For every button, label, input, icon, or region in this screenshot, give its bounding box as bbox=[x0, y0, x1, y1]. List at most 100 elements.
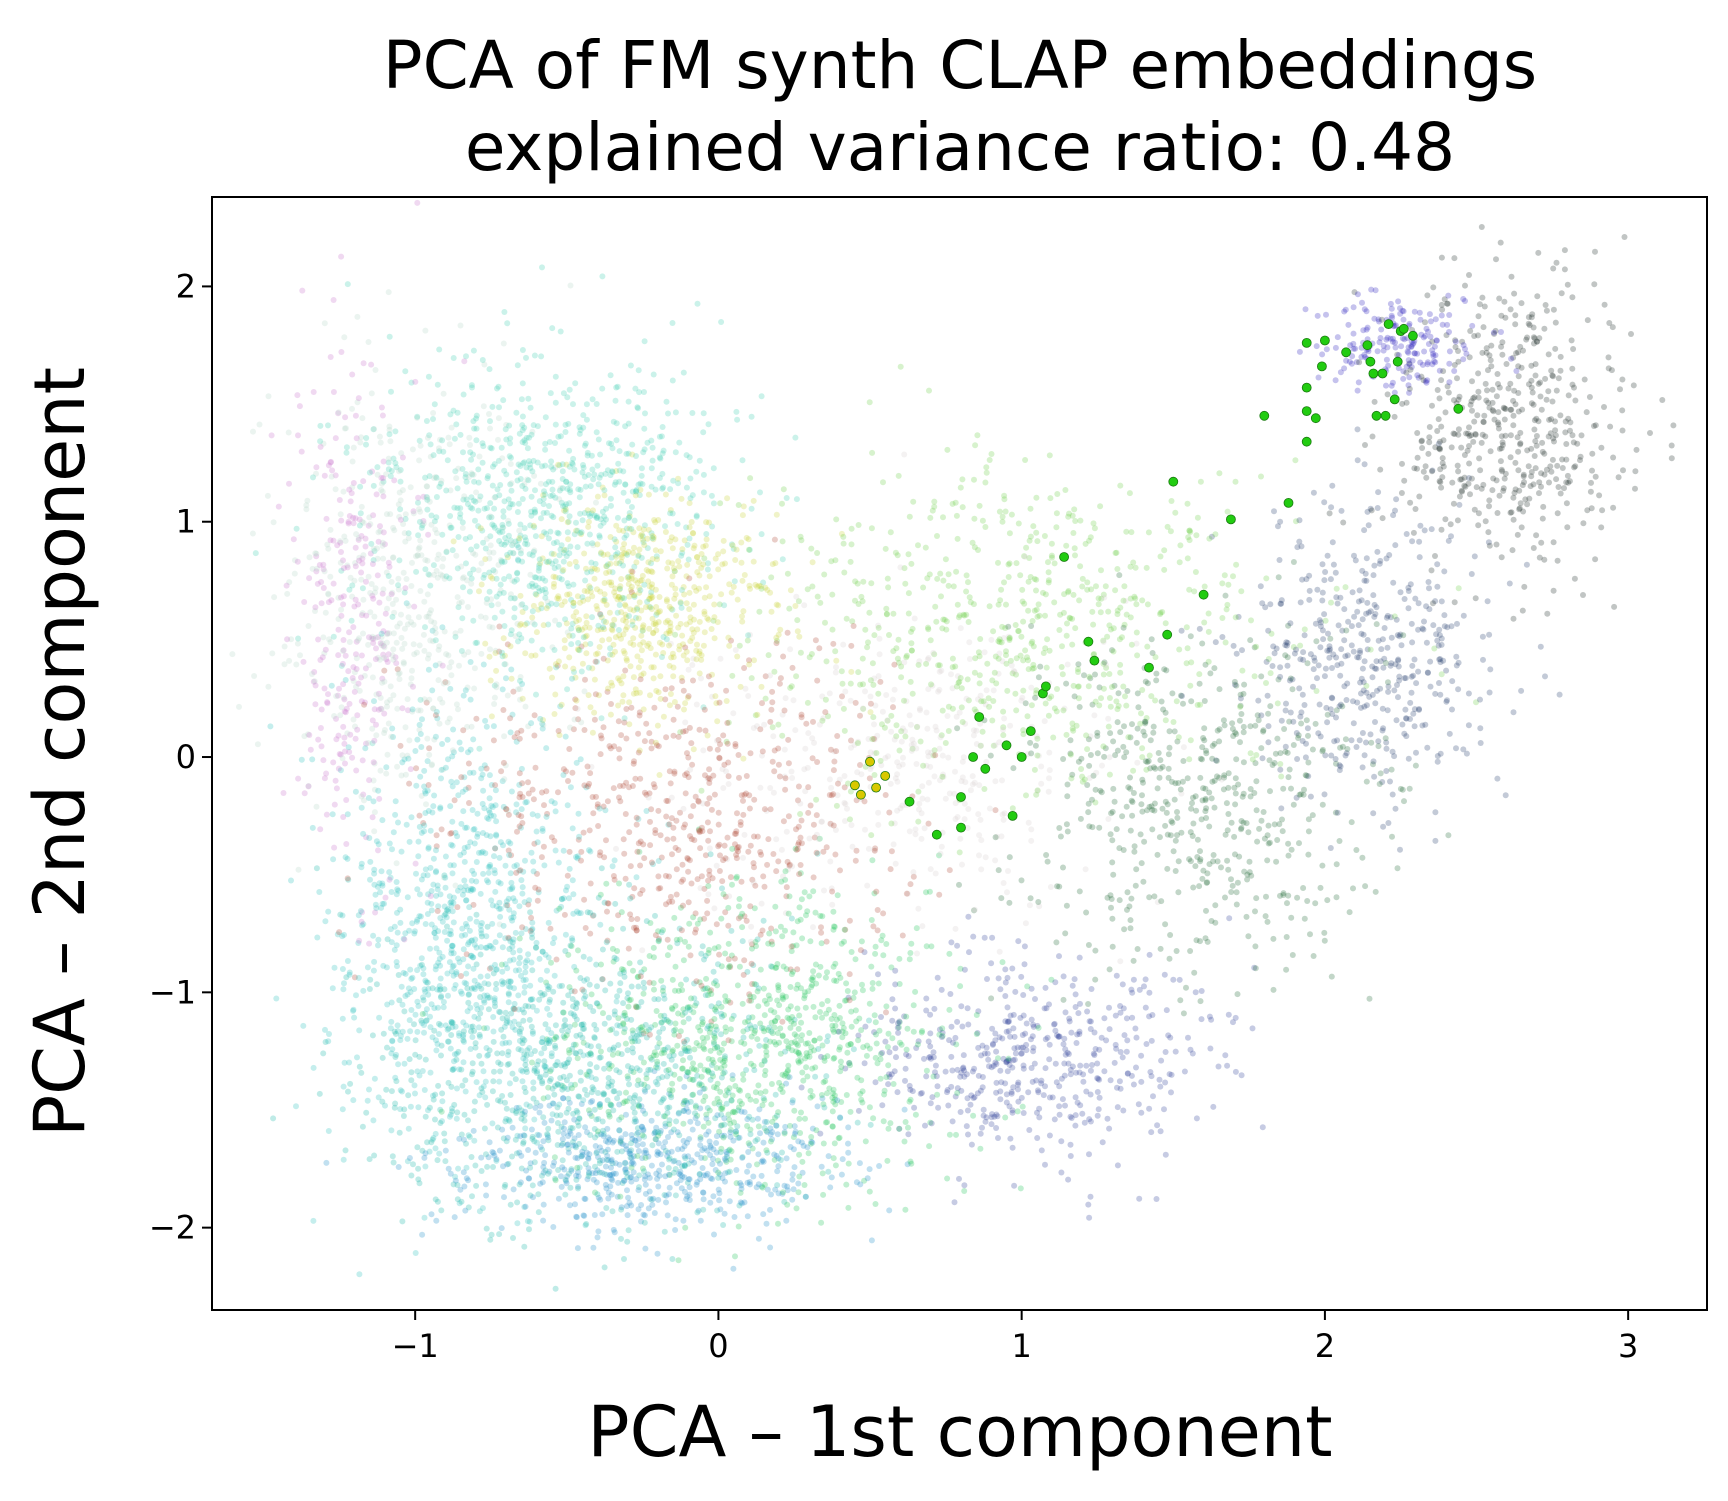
scatter-point bbox=[663, 813, 670, 820]
scatter-point bbox=[1298, 720, 1305, 727]
scatter-point bbox=[378, 480, 385, 487]
scatter-point bbox=[463, 560, 469, 567]
scatter-point bbox=[1306, 587, 1313, 594]
scatter-point bbox=[1528, 445, 1535, 452]
scatter-point bbox=[678, 878, 685, 885]
scatter-point bbox=[1044, 1034, 1051, 1041]
scatter-point bbox=[543, 1036, 550, 1043]
scatter-point bbox=[1353, 359, 1360, 366]
scatter-point bbox=[1056, 953, 1062, 960]
scatter-point bbox=[771, 536, 778, 543]
scatter-point bbox=[1079, 575, 1086, 582]
scatter-point bbox=[1316, 617, 1323, 624]
scatter-point bbox=[1409, 639, 1416, 646]
scatter-point bbox=[575, 810, 582, 817]
scatter-point bbox=[419, 716, 425, 723]
scatter-point bbox=[597, 611, 604, 617]
scatter-point bbox=[1199, 744, 1206, 751]
scatter-point bbox=[805, 784, 812, 791]
scatter-point bbox=[1437, 691, 1444, 698]
scatter-point bbox=[322, 918, 329, 925]
scatter-point bbox=[593, 1064, 600, 1071]
scatter-point bbox=[848, 541, 855, 548]
scatter-point bbox=[934, 1091, 941, 1098]
scatter-point bbox=[425, 808, 432, 814]
scatter-point bbox=[768, 1191, 774, 1198]
scatter-point bbox=[480, 443, 487, 450]
scatter-point bbox=[414, 413, 421, 420]
scatter-point bbox=[911, 1104, 918, 1111]
scatter-point bbox=[883, 1009, 889, 1016]
scatter-point bbox=[535, 567, 542, 574]
scatter-point bbox=[818, 1092, 825, 1098]
scatter-point bbox=[977, 636, 984, 642]
scatter-point bbox=[871, 632, 878, 639]
scatter-point bbox=[1621, 234, 1628, 240]
scatter-point bbox=[340, 1156, 347, 1163]
scatter-point bbox=[1211, 804, 1218, 811]
scatter-point bbox=[727, 964, 734, 970]
scatter-point bbox=[434, 1041, 441, 1047]
scatter-point bbox=[974, 1090, 981, 1097]
scatter-point bbox=[1321, 937, 1328, 944]
scatter-point bbox=[1048, 693, 1055, 700]
scatter-point bbox=[532, 764, 539, 771]
scatter-point bbox=[309, 824, 316, 831]
scatter-point bbox=[587, 930, 594, 937]
scatter-point bbox=[989, 934, 996, 941]
scatter-point bbox=[714, 1095, 721, 1102]
scatter-point bbox=[1420, 334, 1427, 341]
scatter-point bbox=[552, 1022, 559, 1029]
scatter-point bbox=[490, 723, 497, 730]
scatter-point bbox=[1288, 914, 1295, 921]
scatter-point bbox=[1516, 506, 1523, 513]
scatter-point bbox=[501, 576, 508, 582]
scatter-point bbox=[1219, 615, 1226, 621]
scatter-point bbox=[353, 655, 360, 662]
scatter-point bbox=[939, 707, 946, 714]
scatter-point bbox=[599, 946, 606, 953]
scatter-point bbox=[613, 468, 620, 474]
scatter-point bbox=[473, 1079, 480, 1086]
scatter-point bbox=[421, 696, 428, 703]
scatter-point bbox=[905, 610, 912, 617]
scatter-point bbox=[477, 525, 484, 532]
scatter-point bbox=[1127, 917, 1134, 924]
scatter-point bbox=[828, 1174, 835, 1181]
scatter-point bbox=[389, 601, 396, 607]
scatter-point bbox=[377, 523, 383, 530]
scatter-point bbox=[486, 411, 492, 417]
scatter-point bbox=[511, 1000, 518, 1007]
scatter-point bbox=[947, 991, 954, 997]
scatter-point bbox=[519, 422, 526, 429]
scatter-point bbox=[1208, 533, 1215, 540]
scatter-point bbox=[669, 1006, 676, 1013]
scatter-point bbox=[726, 893, 733, 900]
scatter-point bbox=[1489, 399, 1496, 406]
scatter-point bbox=[508, 852, 515, 859]
scatter-point bbox=[461, 358, 468, 365]
scatter-point bbox=[542, 440, 549, 447]
scatter-point bbox=[415, 1104, 422, 1111]
scatter-point bbox=[371, 809, 378, 816]
scatter-point bbox=[901, 1106, 908, 1113]
scatter-point bbox=[1167, 528, 1174, 535]
scatter-point bbox=[588, 559, 595, 566]
scatter-point bbox=[950, 583, 957, 590]
scatter-point bbox=[732, 1253, 738, 1260]
scatter-point bbox=[1042, 1065, 1049, 1072]
scatter-point bbox=[718, 915, 725, 922]
scatter-point bbox=[662, 1147, 669, 1154]
scatter-point bbox=[571, 963, 578, 970]
scatter-point bbox=[502, 1099, 508, 1106]
scatter-point bbox=[549, 492, 556, 499]
scatter-point bbox=[708, 492, 715, 499]
scatter-point bbox=[500, 397, 507, 404]
scatter-point bbox=[652, 651, 659, 658]
scatter-point bbox=[1366, 995, 1373, 1002]
scatter-point bbox=[648, 560, 654, 567]
scatter-point bbox=[587, 1061, 594, 1068]
scatter-point bbox=[1033, 1077, 1040, 1084]
scatter-point bbox=[638, 969, 645, 976]
scatter-point bbox=[783, 828, 790, 835]
